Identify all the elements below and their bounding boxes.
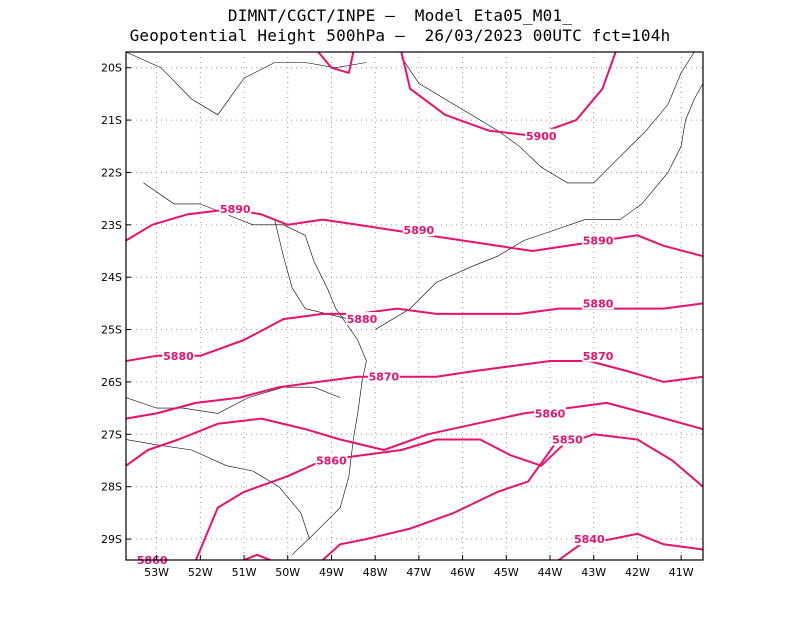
- tick-label-lon: 50W: [275, 566, 300, 579]
- grid-lines: [126, 52, 703, 560]
- contour-label-bg: [582, 296, 615, 310]
- boundary-state-border-3: [126, 386, 341, 414]
- title-line-1: DIMNT/CGCT/INPE – Model Eta05_M01_: [227, 6, 573, 25]
- contour-5840: [557, 532, 703, 560]
- tick-label-lon: 48W: [363, 566, 388, 579]
- contour-label-bg: [315, 453, 348, 467]
- contour-label-bg: [573, 532, 606, 546]
- contour-label: 5900: [526, 130, 557, 143]
- contour-label-bg: [551, 432, 584, 446]
- boundary-state-border-2: [401, 52, 695, 184]
- contour-label: 5870: [583, 350, 614, 363]
- contour-label-bg: [219, 202, 252, 216]
- contour-label-bg: [162, 348, 195, 362]
- tick-label-lon: 53W: [144, 566, 169, 579]
- contour-5900: [400, 52, 617, 137]
- contour-label: 5880: [163, 350, 194, 363]
- height-contours: [126, 52, 703, 560]
- contour-label: 5860: [535, 407, 566, 420]
- tick-label-lat: 23S: [101, 219, 122, 232]
- boundary-state-border-1: [126, 52, 367, 116]
- boundary-state-border-5: [274, 219, 349, 320]
- tick-label-lat: 21S: [101, 114, 122, 127]
- contour-label: 5890: [583, 235, 614, 248]
- contour-5870: [126, 360, 703, 420]
- contour-label-bg: [582, 348, 615, 362]
- contour-label: 5860: [316, 454, 347, 467]
- contour-5900: [317, 52, 355, 74]
- tick-label-lat: 26S: [101, 376, 122, 389]
- contour-label: 5890: [404, 224, 435, 237]
- contour-5880: [126, 302, 703, 362]
- tick-label-lon: 41W: [669, 566, 694, 579]
- tick-label-lat: 29S: [101, 533, 122, 546]
- axis-ticks: 53W 52W 51W 50W 49W 48W 47W 46W 45W 44W 43W 42W 41W 2…: [101, 62, 694, 579]
- title-line-2: Geopotential Height 500hPa – 26/03/2023 …: [129, 26, 671, 45]
- tick-label-lon: 52W: [188, 566, 213, 579]
- contour-5860: [243, 553, 272, 560]
- tick-label-lon: 47W: [406, 566, 431, 579]
- contour-label-bg: [582, 233, 615, 247]
- contour-5860: [194, 433, 703, 560]
- contour-label: 5890: [220, 203, 251, 216]
- tick-label-lon: 51W: [232, 566, 257, 579]
- contour-label-bg: [525, 128, 558, 142]
- tick-label-lon: 42W: [625, 566, 650, 579]
- contour-label: 5880: [583, 297, 614, 310]
- map-frame: [125, 51, 704, 561]
- contour-label: 5880: [347, 313, 378, 326]
- contour-label: 5870: [369, 371, 400, 384]
- political-boundaries: [126, 52, 703, 556]
- boundary-coast-east: [375, 83, 703, 330]
- tick-label-lon: 49W: [319, 566, 344, 579]
- tick-label-lat: 27S: [101, 428, 122, 441]
- tick-label-lon: 45W: [494, 566, 519, 579]
- tick-label-lat: 28S: [101, 481, 122, 494]
- tick-label-lat: 25S: [101, 324, 122, 337]
- contour-label-bg: [402, 223, 435, 237]
- contour-label-bg: [346, 312, 379, 326]
- tick-label-lon: 43W: [581, 566, 606, 579]
- tick-label-lat: 24S: [101, 271, 122, 284]
- boundary-state-border-4: [126, 439, 310, 540]
- contour-label: 5850: [552, 434, 583, 447]
- contour-label: 5840: [574, 533, 605, 546]
- tick-label-lat: 22S: [101, 166, 122, 179]
- contour-label-bg: [367, 369, 400, 383]
- contour-5850: [321, 443, 556, 560]
- tick-label-lon: 44W: [538, 566, 563, 579]
- contour-5860: [126, 401, 703, 467]
- contour-label-bg: [534, 406, 567, 420]
- tick-label-lon: 46W: [450, 566, 475, 579]
- contour-labels: 5900 5890 5890 5890 5880 5880 5880 5870 5870 5860…: [136, 128, 615, 567]
- boundary-coastline: [143, 182, 367, 556]
- tick-label-lat: 20S: [101, 62, 122, 75]
